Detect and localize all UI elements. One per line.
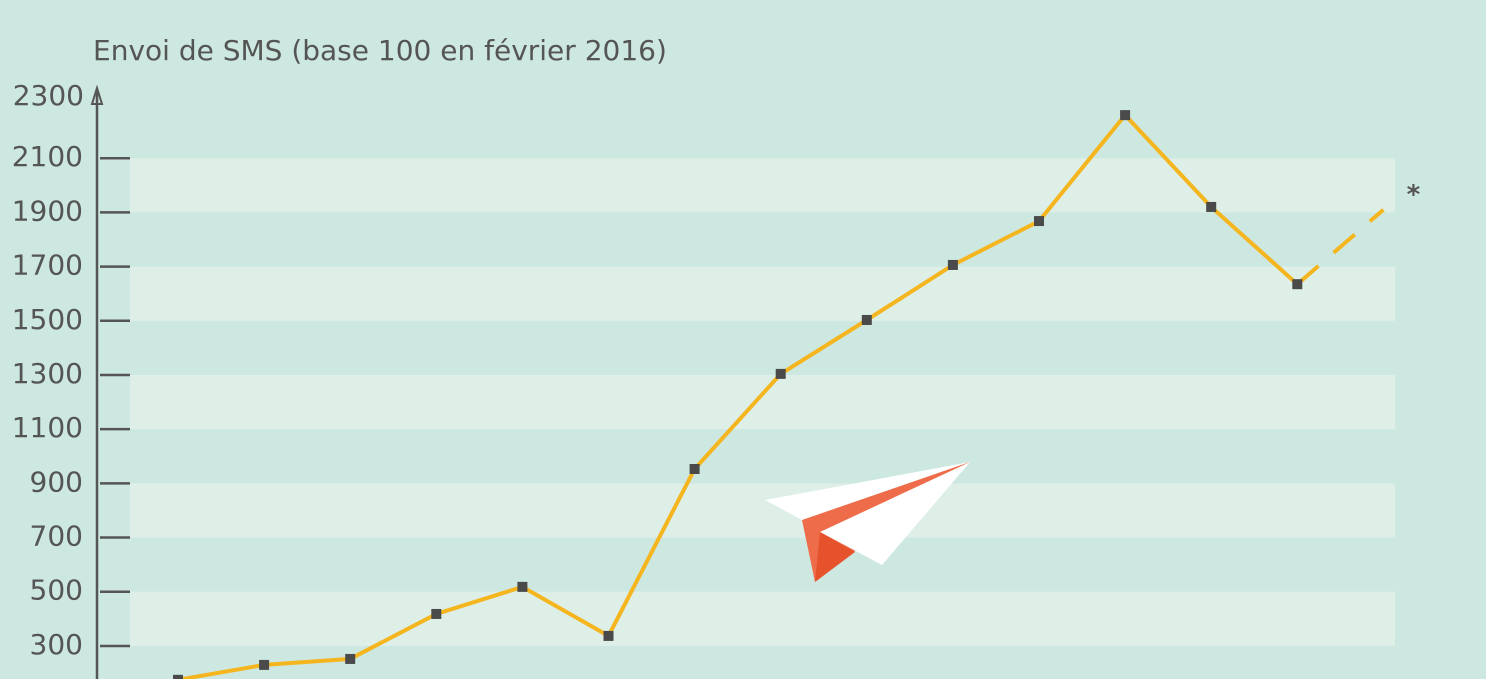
y-tick-label: 500 <box>30 574 83 607</box>
marker <box>431 608 442 619</box>
marker <box>603 630 614 641</box>
marker <box>1292 279 1303 290</box>
y-tick-label: 1100 <box>12 411 83 444</box>
y-tick-label: 300 <box>30 628 83 661</box>
y-tick-label: 900 <box>30 465 83 498</box>
y-tick-label: 1300 <box>12 357 83 390</box>
marker <box>517 581 528 592</box>
y-tick-label: 700 <box>30 520 83 553</box>
y-tick-label: 1700 <box>12 249 83 282</box>
y-tick-label: 1900 <box>12 194 83 227</box>
y-tick-label: 1500 <box>12 303 83 336</box>
grid-band <box>130 158 1395 213</box>
marker <box>173 674 183 679</box>
marker <box>1034 216 1044 227</box>
marker <box>947 259 958 270</box>
marker <box>861 314 872 325</box>
bands <box>130 158 1395 646</box>
marker <box>689 463 700 474</box>
grid-band <box>130 266 1395 321</box>
line <box>177 112 1299 679</box>
grid-band <box>130 591 1395 646</box>
y-tick-label: 2300 <box>13 79 84 112</box>
chart-title: Envoi de SMS (base 100 en février 2016) <box>93 34 667 67</box>
marker <box>1206 201 1217 212</box>
marker <box>259 659 270 670</box>
marker <box>345 653 356 664</box>
paper-plane <box>765 462 970 582</box>
y-tick-label: 2100 <box>12 140 83 173</box>
grid-band <box>130 483 1395 538</box>
marker <box>1120 110 1131 121</box>
marker <box>775 368 786 379</box>
line <box>1295 208 1385 286</box>
grid-band <box>130 374 1395 430</box>
annotation: * <box>1407 180 1421 210</box>
axis-arrow <box>90 84 104 105</box>
